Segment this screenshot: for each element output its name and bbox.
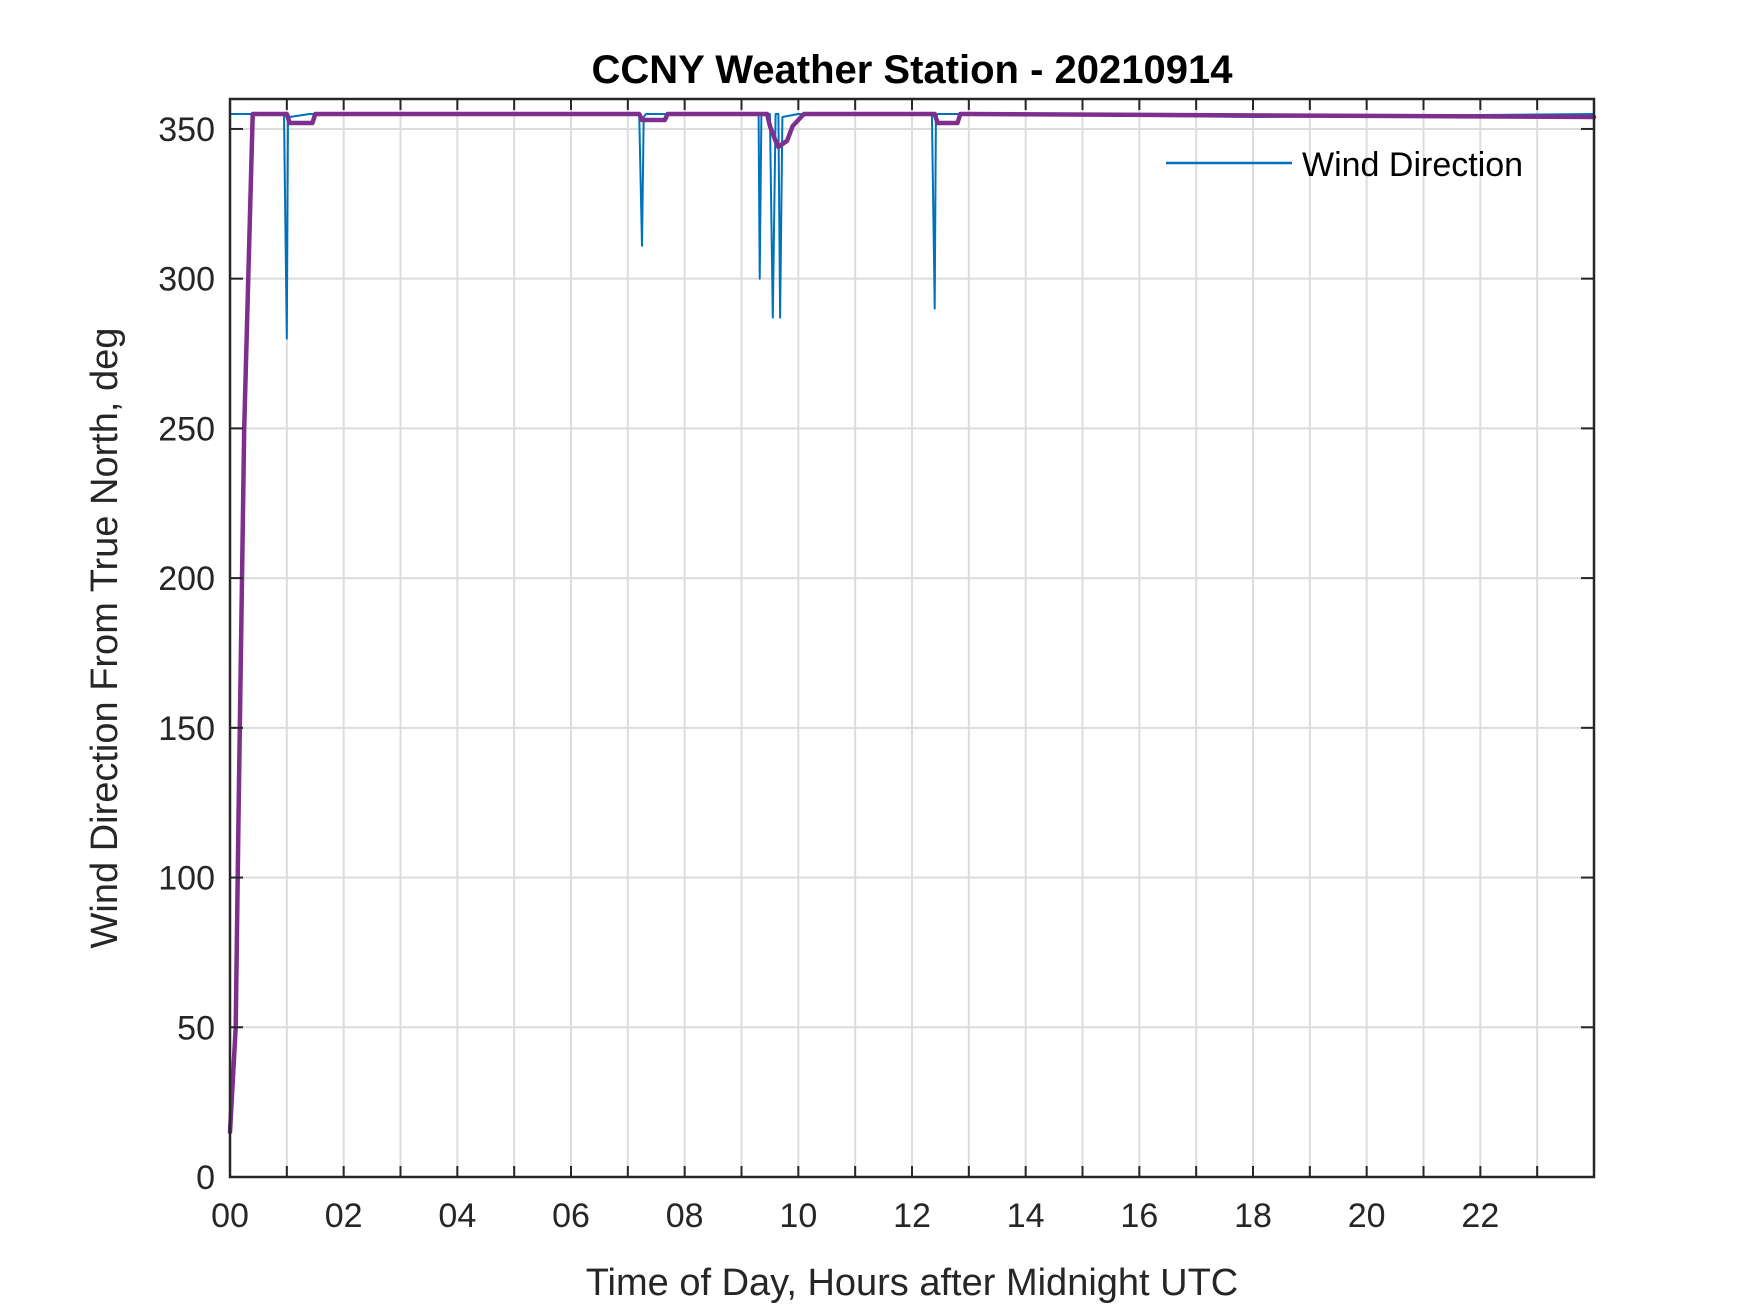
y-tick-label: 300 (158, 261, 215, 299)
y-axis-label: Wind Direction From True North, deg (84, 328, 126, 949)
legend-label-wind-direction: Wind Direction (1302, 146, 1523, 184)
series-layer (227, 111, 1597, 1135)
x-tick-label: 00 (211, 1197, 249, 1235)
legend: Wind Direction (1166, 146, 1523, 184)
y-tick-label: 250 (158, 410, 215, 448)
x-tick-label: 20 (1348, 1197, 1386, 1235)
x-tick-label: 02 (325, 1197, 363, 1235)
x-tick-label: 04 (438, 1197, 476, 1235)
x-tick-labels: 00 02 04 06 08 10 12 14 16 18 20 22 (211, 1197, 1499, 1235)
chart-title: CCNY Weather Station - 20210914 (592, 48, 1234, 92)
series-line-smoothed (227, 111, 1597, 1135)
y-tick-label: 350 (158, 111, 215, 149)
y-tick-label: 50 (177, 1009, 215, 1047)
axis-ticks (230, 99, 1594, 1177)
x-tick-label: 16 (1120, 1197, 1158, 1235)
y-tick-label: 200 (158, 560, 215, 598)
y-tick-label: 100 (158, 860, 215, 898)
x-tick-label: 18 (1234, 1197, 1272, 1235)
x-tick-label: 12 (893, 1197, 931, 1235)
x-tick-label: 14 (1007, 1197, 1045, 1235)
x-tick-label: 10 (779, 1197, 817, 1235)
x-axis-label: Time of Day, Hours after Midnight UTC (586, 1262, 1239, 1304)
y-tick-label: 0 (196, 1159, 215, 1197)
x-tick-label: 08 (666, 1197, 704, 1235)
y-tick-label: 150 (158, 710, 215, 748)
y-tick-labels: 0 50 100 150 200 250 300 350 (158, 111, 215, 1197)
grid-lines (230, 99, 1594, 1177)
x-tick-label: 22 (1461, 1197, 1499, 1235)
x-tick-label: 06 (552, 1197, 590, 1235)
